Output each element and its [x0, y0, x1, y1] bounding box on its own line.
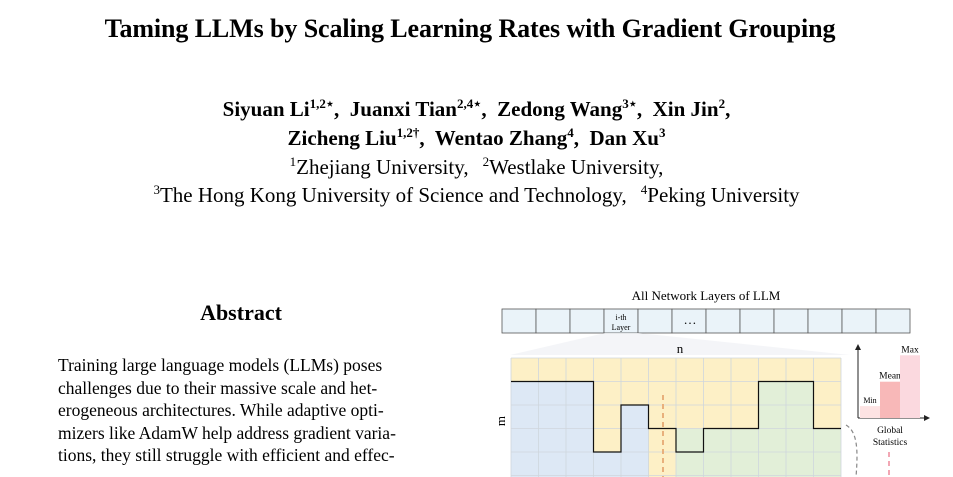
affiliation: 4Peking University: [640, 182, 800, 207]
author-separator: ,: [334, 97, 350, 121]
stats-bar-mean: [880, 381, 900, 418]
author-name: Juanxi Tian: [349, 97, 457, 121]
author-separator: ,: [481, 97, 498, 121]
dimension-m-label: m: [493, 416, 508, 426]
stats-bar-min: [860, 406, 880, 418]
author-line-2: Zicheng Liu1,2†, Wentao Zhang4, Dan Xu3: [0, 125, 953, 151]
author-affiliation-marks: 2,4⋆: [457, 96, 482, 111]
author-affiliation-marks: 4: [567, 125, 574, 140]
paper-title: Taming LLMs by Scaling Learning Rates wi…: [104, 14, 836, 43]
author-affiliation-marks: 1,2†: [396, 125, 420, 140]
affiliation-name: Westlake University,: [489, 155, 664, 179]
stats-label-global: Global: [877, 426, 903, 436]
layer-cell: [807, 308, 843, 334]
gradient-matrix: [510, 357, 842, 477]
abstract-line: erogeneous architectures. While adaptive…: [58, 400, 384, 420]
affiliation-name: The Hong Kong University of Science and …: [159, 183, 627, 207]
affiliation-name: Peking University: [647, 183, 800, 207]
stats-bar-label: Min: [863, 396, 876, 405]
layer-cell: [535, 308, 571, 334]
layer-cell: [773, 308, 809, 334]
layer-cell: [637, 308, 673, 334]
author-line-1: Siyuan Li1,2⋆, Juanxi Tian2,4⋆, Zedong W…: [0, 96, 953, 122]
layer-cell: [603, 308, 639, 334]
affiliation-line-2: 3The Hong Kong University of Science and…: [0, 182, 953, 208]
affiliation: 1Zhejiang University,: [289, 154, 469, 179]
stats-y-arrow: [855, 344, 861, 350]
affiliation-mark: 4: [640, 182, 648, 197]
abstract-line: challenges due to their massive scale an…: [58, 377, 378, 398]
layer-cell: [569, 308, 605, 334]
author-separator: ,: [725, 97, 731, 121]
author-affiliation-marks: 3: [658, 125, 666, 140]
abstract-body: Training large language models (LLMs) po…: [58, 354, 428, 467]
figure-caption-top: All Network Layers of LLM: [632, 288, 781, 303]
stats-label-statistics: Statistics: [873, 438, 908, 448]
abstract-line: Training large language models (LLMs) po…: [58, 355, 383, 375]
stats-bar-label: Max: [901, 345, 919, 355]
author-affiliation-marks: 3⋆: [622, 96, 637, 111]
affiliation-mark: 1: [289, 154, 297, 169]
author-separator: ,: [419, 126, 435, 150]
global-statistics-chart: Min Mean Max: [855, 344, 930, 421]
author-name: Wentao Zhang: [434, 126, 568, 150]
layer-cell: [705, 308, 741, 334]
layer-ellipsis: …: [684, 312, 697, 327]
affiliation-line-1: 1Zhejiang University, 2Westlake Universit…: [0, 154, 953, 180]
author-name: Siyuan Li: [222, 97, 310, 121]
author-name: Xin Jin: [652, 97, 719, 121]
layer-cell: [875, 308, 911, 334]
expansion-fan: [510, 333, 850, 355]
stats-bar-max: [900, 355, 920, 418]
abstract-line: tions, they still struggle with efficien…: [58, 445, 395, 465]
dimension-n-label: n: [677, 341, 684, 356]
stats-connector: [845, 424, 858, 477]
affiliation-name: Zhejiang University,: [296, 155, 469, 179]
author-separator: ,: [573, 126, 590, 150]
layer-cell: [841, 308, 877, 334]
layer-strip: [501, 308, 911, 334]
abstract-heading: Abstract: [200, 300, 282, 325]
author-affiliation-marks: 2: [718, 96, 726, 111]
author-separator: ,: [636, 97, 653, 121]
stats-bar-label: Mean: [879, 372, 901, 382]
abstract-line: mizers like AdamW help address gradient …: [58, 422, 396, 443]
layer-label-layer: Layer: [612, 323, 631, 332]
author-affiliation-marks: 1,2⋆: [309, 96, 335, 111]
author-name: Zicheng Liu: [287, 126, 397, 150]
layer-cell: [671, 308, 707, 334]
layer-cell: [501, 308, 537, 334]
affiliation: 2Westlake University,: [482, 154, 664, 179]
layer-cell: [739, 308, 775, 334]
author-name: Zedong Wang: [497, 97, 623, 121]
affiliation-mark: 2: [482, 154, 490, 169]
affiliation: 3The Hong Kong University of Science and…: [153, 182, 627, 207]
author-name: Dan Xu: [589, 126, 659, 150]
layer-label-ith: i-th: [615, 313, 626, 322]
blue-region: [511, 381, 594, 477]
affiliation-mark: 3: [153, 182, 160, 197]
stats-x-arrow: [924, 415, 930, 421]
region-boundary: [511, 380, 841, 453]
